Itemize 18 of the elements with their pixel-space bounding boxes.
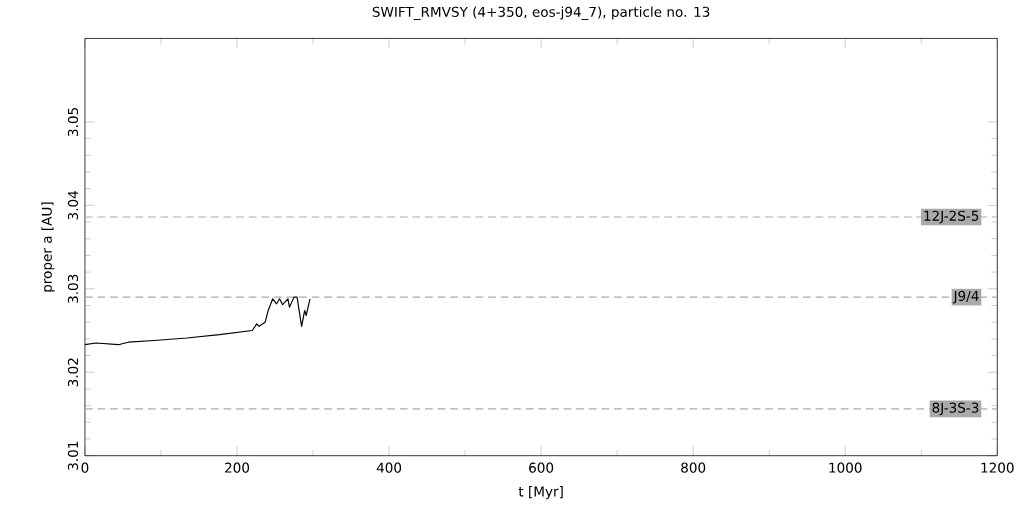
x-axis-title: t [Myr] xyxy=(518,486,563,500)
y-tick-label: 3.01 xyxy=(67,441,79,470)
chart-title: SWIFT_RMVSY (4+350, eos-j94_7), particle no. 13 xyxy=(372,6,710,21)
ref-line-label: 12J-2S-5 xyxy=(924,210,979,224)
y-tick-label: 3.04 xyxy=(67,191,79,220)
x-tick-label: 1200 xyxy=(981,462,1014,473)
y-tick-label: 3.03 xyxy=(67,274,79,304)
ref-line-label: 8J-3S-3 xyxy=(932,402,979,416)
x-tick-label: 200 xyxy=(225,462,250,473)
x-tick-label: 800 xyxy=(681,462,706,473)
y-tick-label: 3.02 xyxy=(67,358,79,387)
x-tick-label: 600 xyxy=(529,462,554,473)
x-tick-label: 400 xyxy=(376,462,402,473)
x-tick-label: 1000 xyxy=(829,462,862,473)
x-tick-label: 0 xyxy=(81,462,89,473)
ref-line-label: J9/4 xyxy=(952,290,979,304)
y-axis-title: proper a [AU] xyxy=(41,202,55,292)
y-tick-label: 3.05 xyxy=(67,108,79,137)
